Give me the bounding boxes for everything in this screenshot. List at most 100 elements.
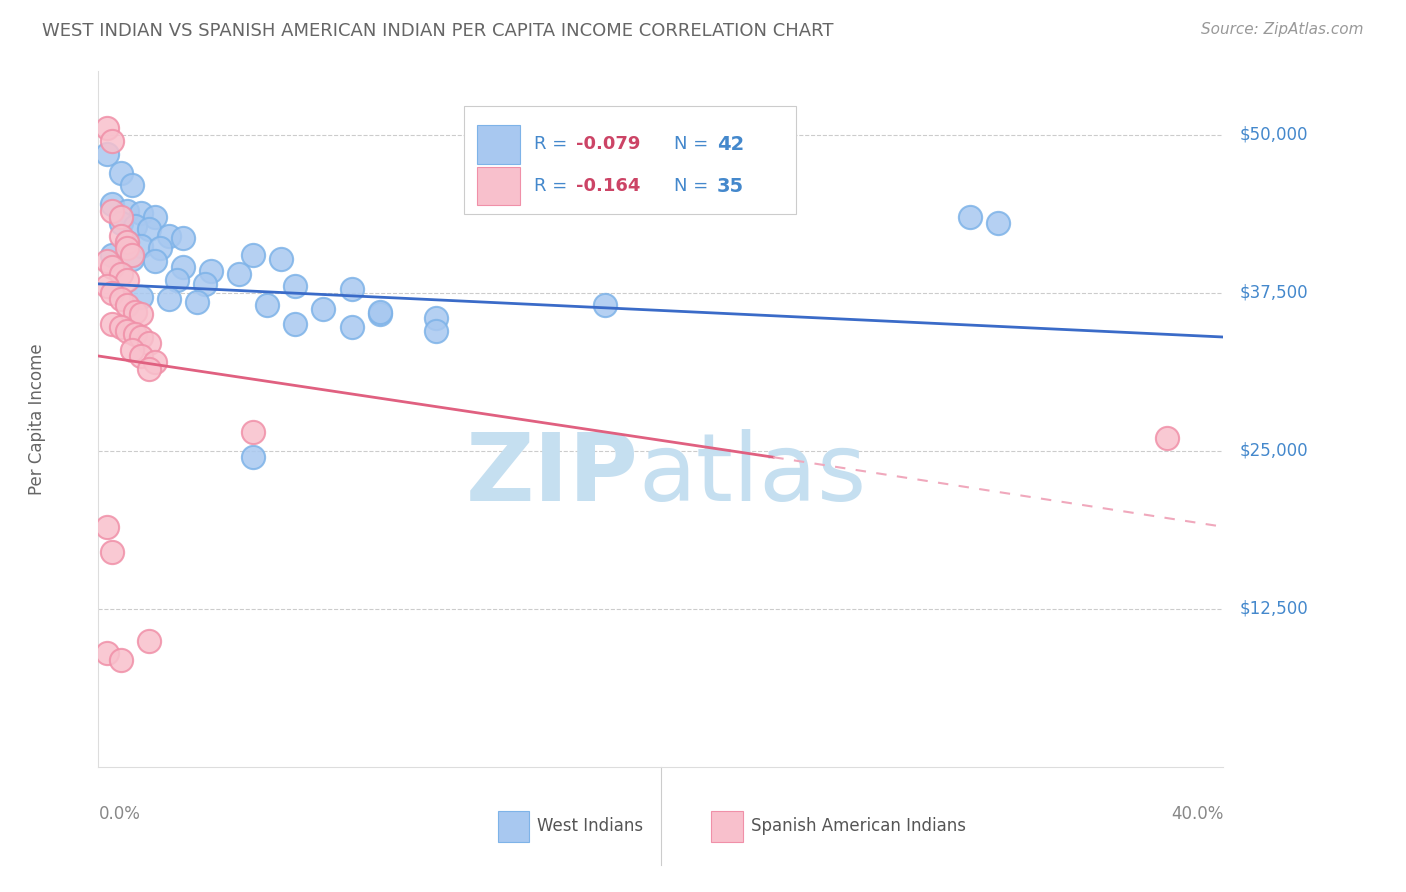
Point: [115, 298, 138, 312]
Point: [101, 260, 124, 275]
Point: [124, 219, 146, 233]
Point: [186, 294, 208, 309]
FancyBboxPatch shape: [478, 167, 520, 205]
Point: [172, 260, 194, 275]
Point: [425, 324, 447, 338]
Point: [959, 210, 981, 224]
Point: [368, 307, 391, 321]
Point: [101, 545, 124, 559]
Point: [143, 254, 166, 268]
FancyBboxPatch shape: [464, 106, 796, 214]
Point: [987, 216, 1010, 230]
Point: [110, 165, 132, 179]
Point: [138, 633, 160, 648]
Point: [115, 324, 138, 338]
Point: [101, 203, 124, 218]
Text: N =: N =: [675, 178, 714, 195]
Point: [101, 134, 124, 148]
Point: [270, 252, 292, 266]
Point: [368, 304, 391, 318]
Point: [101, 248, 124, 262]
Point: [425, 311, 447, 326]
Text: 40.0%: 40.0%: [1171, 805, 1223, 823]
Point: [101, 197, 124, 211]
Point: [110, 267, 132, 281]
Text: $12,500: $12,500: [1240, 600, 1309, 618]
Point: [157, 292, 180, 306]
Text: N =: N =: [675, 136, 714, 153]
Point: [110, 319, 132, 334]
Point: [96, 646, 118, 660]
Point: [149, 242, 172, 256]
Text: 0.0%: 0.0%: [98, 805, 141, 823]
Point: [110, 228, 132, 243]
Text: Source: ZipAtlas.com: Source: ZipAtlas.com: [1201, 22, 1364, 37]
Point: [284, 318, 307, 332]
Point: [228, 267, 250, 281]
Point: [200, 264, 222, 278]
Point: [340, 319, 363, 334]
Point: [96, 279, 118, 293]
Point: [284, 279, 307, 293]
Text: R =: R =: [534, 178, 572, 195]
Point: [129, 289, 152, 303]
Point: [242, 450, 264, 465]
Point: [101, 285, 124, 300]
Point: [129, 349, 152, 363]
Point: [143, 355, 166, 369]
Point: [124, 327, 146, 342]
Point: [121, 343, 143, 357]
Text: atlas: atlas: [638, 429, 866, 521]
Point: [256, 298, 278, 312]
Point: [96, 146, 118, 161]
Point: [593, 298, 616, 312]
Point: [166, 273, 188, 287]
Text: $50,000: $50,000: [1240, 126, 1309, 144]
Text: Spanish American Indians: Spanish American Indians: [751, 817, 966, 835]
Point: [340, 282, 363, 296]
Text: WEST INDIAN VS SPANISH AMERICAN INDIAN PER CAPITA INCOME CORRELATION CHART: WEST INDIAN VS SPANISH AMERICAN INDIAN P…: [42, 22, 834, 40]
Text: $25,000: $25,000: [1240, 442, 1309, 460]
Point: [312, 302, 335, 317]
Point: [143, 210, 166, 224]
Point: [110, 652, 132, 666]
Text: $37,500: $37,500: [1240, 284, 1309, 301]
Point: [138, 222, 160, 236]
Text: 35: 35: [717, 177, 744, 195]
Point: [194, 277, 217, 291]
Text: 42: 42: [717, 135, 744, 154]
Point: [115, 235, 138, 249]
Point: [129, 206, 152, 220]
Point: [110, 292, 132, 306]
Text: R =: R =: [534, 136, 572, 153]
Point: [242, 425, 264, 439]
Text: -0.079: -0.079: [576, 136, 641, 153]
Point: [96, 520, 118, 534]
Point: [110, 210, 132, 224]
Point: [96, 121, 118, 136]
Point: [115, 235, 138, 249]
Text: Per Capita Income: Per Capita Income: [28, 343, 45, 495]
Point: [129, 307, 152, 321]
Text: -0.164: -0.164: [576, 178, 641, 195]
Point: [129, 239, 152, 253]
Point: [129, 330, 152, 344]
Point: [115, 242, 138, 256]
Point: [138, 361, 160, 376]
FancyBboxPatch shape: [498, 811, 529, 841]
Point: [101, 318, 124, 332]
FancyBboxPatch shape: [711, 811, 742, 841]
Point: [121, 178, 143, 193]
Point: [124, 304, 146, 318]
Point: [121, 252, 143, 266]
Text: ZIP: ZIP: [465, 429, 638, 521]
Point: [242, 248, 264, 262]
Point: [172, 231, 194, 245]
Point: [115, 203, 138, 218]
Point: [157, 228, 180, 243]
Point: [110, 216, 132, 230]
Point: [96, 254, 118, 268]
Text: West Indians: West Indians: [537, 817, 643, 835]
Point: [138, 336, 160, 351]
Point: [121, 248, 143, 262]
